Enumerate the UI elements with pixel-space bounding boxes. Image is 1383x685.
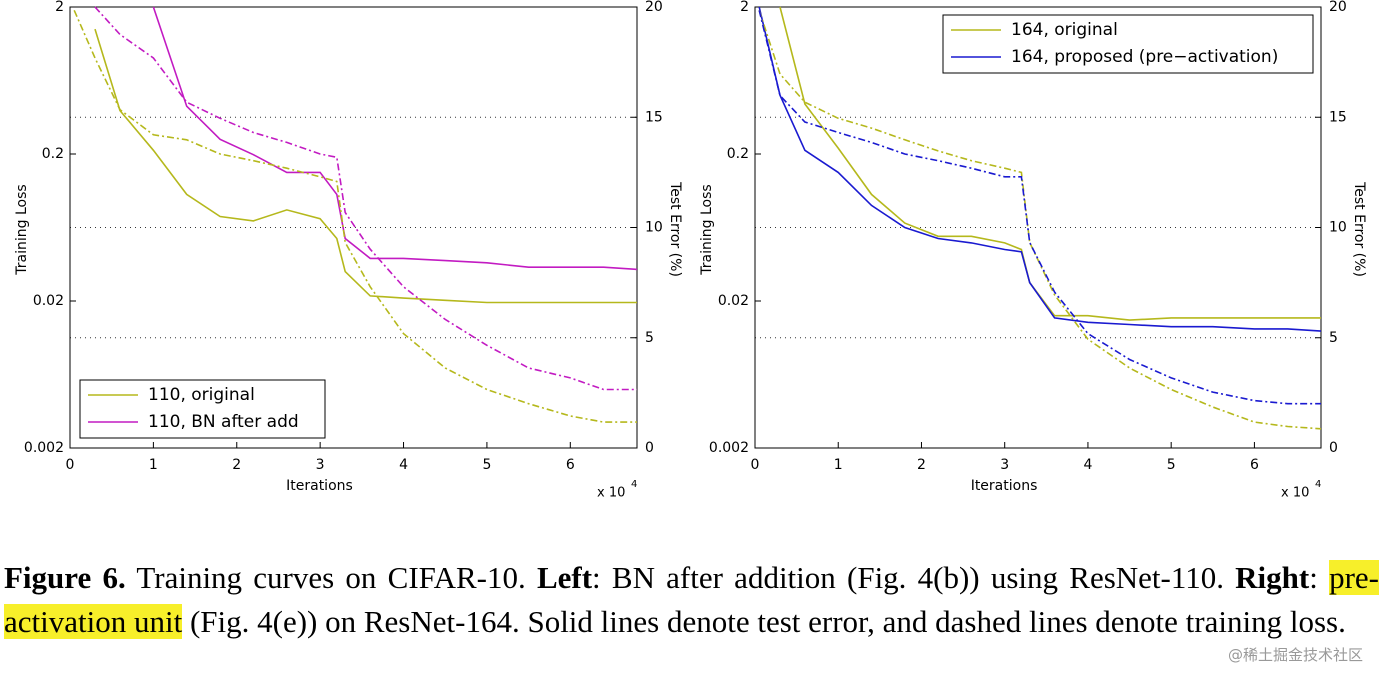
caption-text: (Fig. 4(e)) on ResNet-164. Solid lines d… xyxy=(182,604,1346,639)
y2-tick-label: 5 xyxy=(1329,330,1338,346)
x-tick-label: 3 xyxy=(1000,457,1009,473)
y2-tick-label: 10 xyxy=(645,220,663,236)
series-line xyxy=(758,6,1322,332)
caption-text: Training curves on CIFAR-10. xyxy=(125,560,537,595)
x-tick-label: 3 xyxy=(316,457,325,473)
y2-tick-label: 10 xyxy=(1329,220,1347,236)
x-axis-label: Iterations xyxy=(286,478,353,494)
x-tick-label: 2 xyxy=(232,457,241,473)
y-axis-label: Training Loss xyxy=(14,184,30,275)
series-line xyxy=(758,10,1321,405)
plot-frame xyxy=(754,6,1322,449)
x-multiplier-exponent: 4 xyxy=(631,479,637,490)
y2-axis-label: Test Error (%) xyxy=(667,181,683,277)
x-tick-label: 0 xyxy=(751,457,760,473)
x-tick-label: 2 xyxy=(917,457,926,473)
plot-frame xyxy=(69,6,638,449)
y2-tick-label: 20 xyxy=(645,0,663,15)
x-tick-label: 0 xyxy=(66,457,75,473)
x-tick-label: 1 xyxy=(149,457,158,473)
legend-label: 164, original xyxy=(1011,20,1118,40)
x-tick-label: 5 xyxy=(1167,457,1176,473)
caption: Figure 6. Training curves on CIFAR-10. L… xyxy=(4,556,1379,644)
x-tick-label: 4 xyxy=(399,457,408,473)
y-tick-label: 0.02 xyxy=(33,293,64,309)
series-line xyxy=(758,10,1322,430)
series-line xyxy=(94,28,637,304)
y2-tick-label: 0 xyxy=(645,440,654,456)
caption-text: : BN after addition (Fig. 4(b)) using Re… xyxy=(592,560,1236,595)
x-tick-label: 6 xyxy=(566,457,575,473)
y-axis-label: Training Loss xyxy=(699,184,715,275)
x-tick-label: 4 xyxy=(1083,457,1092,473)
series-line xyxy=(73,9,637,423)
legend-label: 164, proposed (pre−activation) xyxy=(1011,47,1278,67)
y2-tick-label: 15 xyxy=(1329,109,1347,125)
caption-bold: Left xyxy=(536,560,593,595)
watermark: @稀土掘金技术社区 xyxy=(1227,646,1363,664)
y-tick-label: 0.02 xyxy=(718,293,749,309)
y-tick-label: 0.2 xyxy=(42,146,64,162)
y-tick-label: 0.002 xyxy=(24,440,64,456)
x-tick-label: 5 xyxy=(482,457,491,473)
y2-tick-label: 15 xyxy=(645,109,663,125)
caption-bold: Figure 6. xyxy=(4,560,126,595)
y-tick-label: 0.2 xyxy=(727,146,749,162)
x-multiplier: x 10 xyxy=(1281,486,1309,501)
x-tick-label: 1 xyxy=(834,457,843,473)
y2-axis-label: Test Error (%) xyxy=(1351,181,1367,277)
y-tick-label: 0.002 xyxy=(709,440,749,456)
y2-tick-label: 0 xyxy=(1329,440,1338,456)
y-tick-label: 2 xyxy=(55,0,64,15)
y-tick-label: 2 xyxy=(740,0,749,15)
series-line xyxy=(152,6,638,271)
caption-text: : xyxy=(1309,560,1330,595)
caption-bold: Right xyxy=(1235,560,1310,595)
x-multiplier: x 10 xyxy=(597,486,625,501)
legend-label: 110, BN after add xyxy=(148,412,299,432)
legend-box xyxy=(942,14,1314,74)
x-tick-label: 6 xyxy=(1250,457,1259,473)
x-multiplier-exponent: 4 xyxy=(1315,479,1321,490)
x-axis-label: Iterations xyxy=(971,478,1038,494)
y2-tick-label: 20 xyxy=(1329,0,1347,15)
series-line xyxy=(94,6,637,391)
legend-label: 110, original xyxy=(148,385,255,405)
legend-box xyxy=(79,379,326,439)
y2-tick-label: 5 xyxy=(645,330,654,346)
